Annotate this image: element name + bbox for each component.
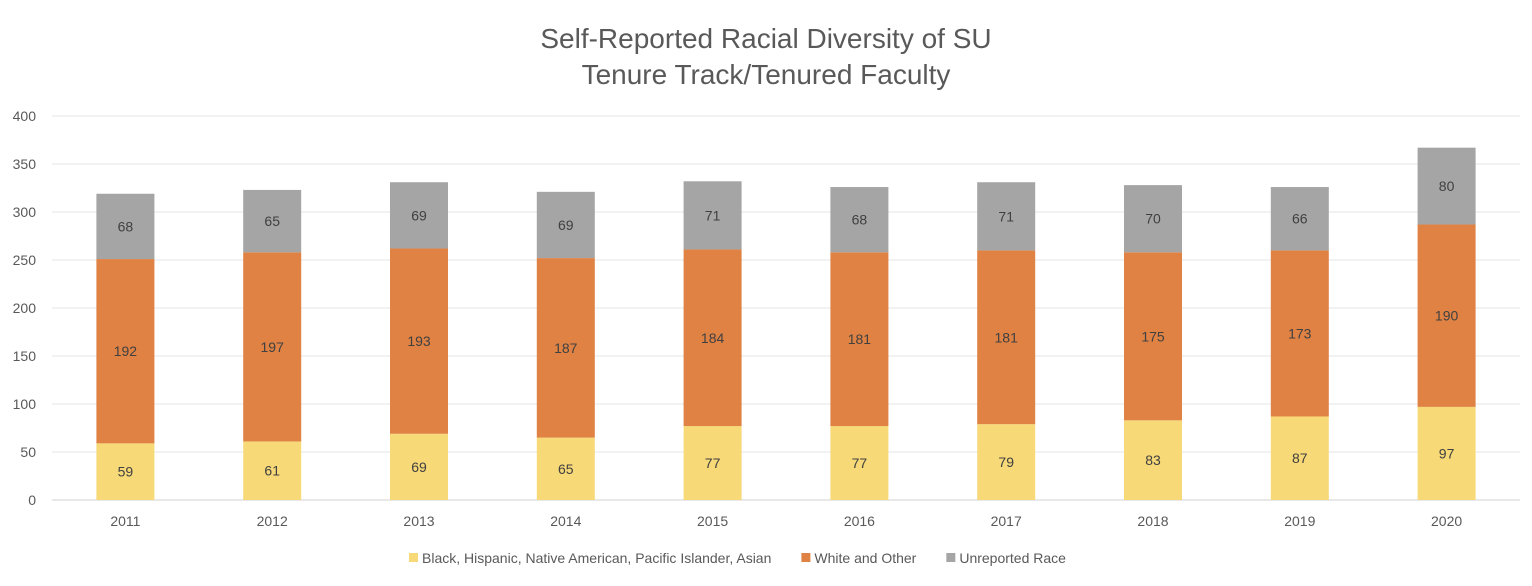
bar-segment [243,252,302,442]
y-tick-label: 0 [28,492,36,508]
y-tick-label: 50 [20,444,36,460]
x-tick-label: 2020 [1431,513,1462,529]
bar-segment [977,424,1036,500]
data-label: 184 [701,330,725,346]
data-label: 187 [554,340,578,356]
data-label: 193 [407,333,431,349]
bar-segment [977,182,1036,251]
bar-segment [1417,147,1476,225]
data-label: 80 [1439,178,1455,194]
x-tick-label: 2016 [844,513,875,529]
y-tick-label: 200 [13,300,37,316]
x-tick-label: 2012 [257,513,288,529]
bar-segment [830,187,889,253]
legend-swatch [801,553,811,562]
data-label: 173 [1288,325,1312,341]
data-label: 59 [118,464,134,480]
data-label: 175 [1141,328,1165,344]
bar-segment [1270,416,1329,500]
data-label: 69 [558,217,574,233]
data-label: 68 [852,212,868,228]
chart-title-line-1: Self-Reported Racial Diversity of SU [540,23,991,54]
bar-segment [536,191,595,259]
y-tick-label: 300 [13,204,37,220]
bar-segment [96,259,155,444]
x-tick-label: 2014 [550,513,581,529]
bar-segment [536,437,595,500]
data-label: 65 [558,461,574,477]
bar-segment [536,258,595,438]
data-label: 66 [1292,211,1308,227]
data-label: 190 [1435,308,1459,324]
x-tick-label: 2015 [697,513,728,529]
bar-segment [1417,224,1476,407]
legend-label: Black, Hispanic, Native American, Pacifi… [422,550,771,566]
data-label: 68 [118,218,134,234]
data-label: 97 [1439,445,1455,461]
bar-segment [1417,406,1476,500]
data-label: 192 [114,343,138,359]
bar-segment [1124,185,1182,253]
bar-segment [830,426,889,500]
data-label: 71 [705,207,721,223]
data-label: 69 [411,207,427,223]
bar-segment [96,193,155,260]
bar-segment [390,248,448,434]
bar-segment [243,441,302,500]
bar-segment [683,181,742,250]
data-label: 181 [848,331,872,347]
bar-segment [830,252,889,427]
bar-segment [96,443,155,500]
bar-segment [390,182,448,249]
x-tick-label: 2017 [991,513,1022,529]
bar-segment [1270,250,1329,417]
bar-segment [1124,252,1182,421]
bar-segment [977,250,1036,425]
data-label: 65 [264,213,280,229]
bar-segment [1124,420,1182,500]
data-label: 69 [411,459,427,475]
data-label: 87 [1292,450,1308,466]
x-tick-label: 2013 [403,513,434,529]
y-tick-label: 400 [13,108,37,124]
data-label: 70 [1145,211,1161,227]
data-label: 79 [998,454,1014,470]
bar-segment [243,189,302,253]
data-label: 181 [995,329,1019,345]
x-tick-label: 2018 [1137,513,1168,529]
bar-segment [390,433,448,500]
x-tick-label: 2019 [1284,513,1315,529]
data-label: 197 [261,339,285,355]
legend-swatch [409,553,418,562]
bar-segment [683,249,742,427]
y-tick-label: 100 [13,396,37,412]
legend-swatch [946,553,956,562]
y-tick-label: 250 [13,252,37,268]
x-tick-label: 2011 [110,513,140,529]
bar-segment [1270,187,1329,251]
data-label: 77 [705,455,721,471]
legend-label: Unreported Race [959,550,1066,566]
data-label: 71 [998,208,1014,224]
data-label: 77 [852,455,868,471]
data-label: 61 [264,463,280,479]
chart-title-line-2: Tenure Track/Tenured Faculty [582,59,951,90]
data-label: 83 [1145,452,1161,468]
y-tick-label: 150 [13,348,37,364]
legend-label: White and Other [814,550,916,566]
y-tick-label: 350 [13,156,37,172]
bar-segment [683,426,742,500]
